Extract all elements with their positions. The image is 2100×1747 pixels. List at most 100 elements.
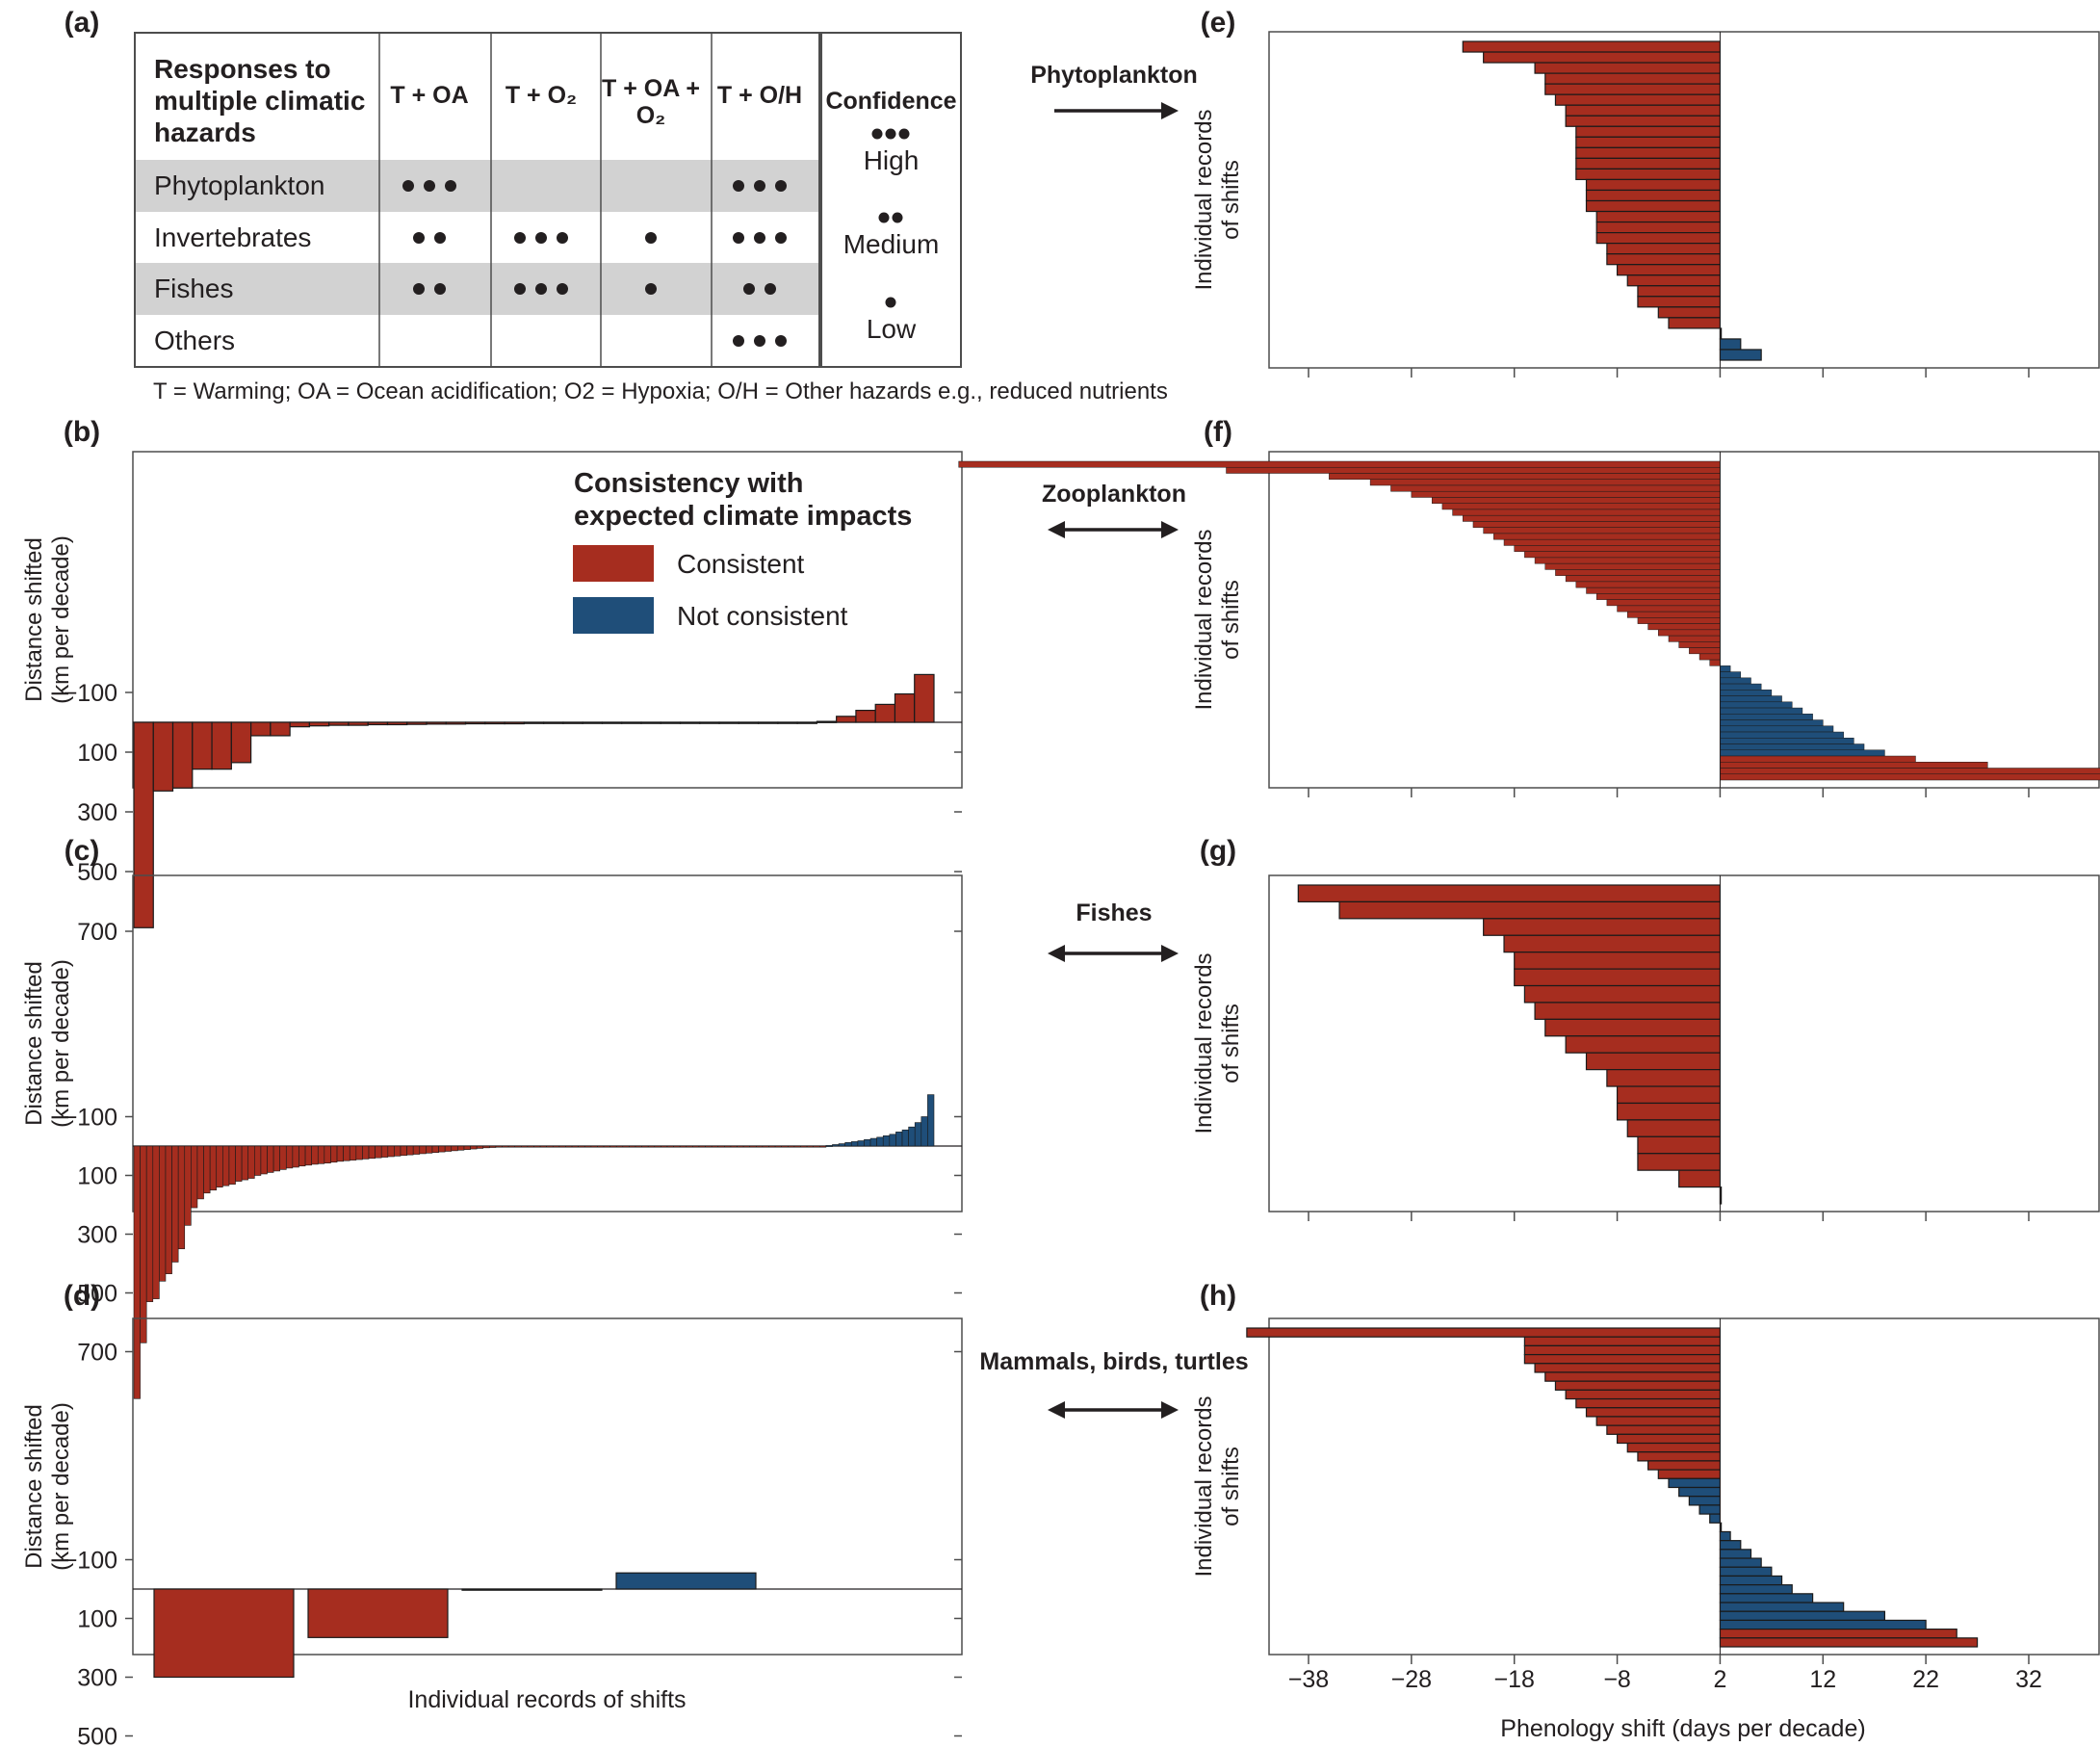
bar	[629, 1145, 636, 1148]
bar	[621, 721, 642, 724]
x-axis-label: Individual records of shifts	[407, 1686, 686, 1713]
bar	[647, 1145, 656, 1148]
bar	[152, 1145, 160, 1299]
group-label: Phytoplankton	[1030, 62, 1198, 89]
bar	[855, 709, 876, 723]
bar	[247, 1145, 255, 1179]
bar	[1514, 952, 1722, 970]
x-axis-label: Phenology shift (days per decade)	[1500, 1715, 1865, 1742]
bar	[901, 1129, 909, 1147]
bar	[1719, 338, 1742, 351]
bar	[1647, 1460, 1722, 1471]
bar	[914, 1122, 922, 1147]
confidence-dot	[765, 283, 776, 295]
bar	[895, 1132, 903, 1147]
bar	[241, 1145, 249, 1181]
bar	[762, 1145, 769, 1148]
bar	[788, 1145, 795, 1148]
bar	[1647, 623, 1721, 631]
bar	[527, 1145, 534, 1148]
bar	[1720, 701, 1793, 709]
bar	[1555, 569, 1721, 576]
bar	[1658, 629, 1721, 637]
legend-title: expected climate impacts	[574, 501, 912, 532]
arrow-head-icon	[1161, 102, 1179, 119]
bar	[1688, 1496, 1722, 1506]
y-axis-label-line: Individual records	[1191, 529, 1217, 710]
panel-label: (b)	[64, 416, 100, 448]
bar	[692, 1145, 700, 1148]
bar	[816, 720, 838, 723]
bar	[1483, 918, 1722, 936]
bar	[1585, 1052, 1722, 1071]
bar	[523, 721, 545, 724]
bar	[1226, 466, 1721, 474]
bar	[502, 1145, 509, 1148]
bar	[590, 1145, 598, 1148]
confidence-dot	[885, 128, 896, 140]
bar	[562, 721, 583, 724]
bar	[260, 1145, 268, 1175]
bar	[1369, 479, 1721, 486]
bar	[603, 1145, 610, 1148]
bar	[1503, 538, 1721, 546]
bar	[235, 1145, 243, 1182]
bar	[718, 721, 739, 724]
bar	[171, 721, 194, 789]
bar	[228, 1145, 236, 1185]
confidence-dot	[434, 283, 446, 295]
bar	[1534, 62, 1722, 74]
phenology-chart: Individual recordsof shifts	[1191, 874, 2100, 1221]
bar	[749, 1145, 757, 1148]
panel-label: (g)	[1200, 835, 1236, 867]
y-tick-label: 300	[77, 1665, 117, 1692]
confidence-dot	[885, 297, 896, 308]
bar	[737, 1145, 744, 1148]
bar	[601, 721, 623, 724]
bar	[552, 1145, 560, 1148]
bar	[1523, 1344, 1722, 1356]
bar	[1657, 1469, 1722, 1479]
bar	[171, 1145, 179, 1263]
bar	[565, 1145, 573, 1148]
bar	[1329, 473, 1721, 480]
bar	[482, 1145, 490, 1149]
bar	[250, 721, 272, 737]
confidence-dot	[557, 232, 568, 244]
bar	[419, 1145, 427, 1155]
bar	[222, 1145, 230, 1186]
bar	[476, 1145, 484, 1149]
bar	[1720, 695, 1782, 703]
bar	[1678, 641, 1721, 648]
confidence-dot	[445, 180, 456, 192]
bar	[1606, 599, 1721, 607]
row-label-invertebrates: Invertebrates	[154, 222, 312, 252]
legend-swatch	[573, 545, 654, 582]
bar	[1565, 575, 1721, 583]
confidence-dot	[871, 128, 883, 140]
bar	[457, 1145, 465, 1151]
bar	[850, 1141, 859, 1147]
table-grid	[134, 32, 962, 368]
confidence-level-low: Low	[866, 314, 917, 344]
bar	[336, 1145, 344, 1162]
bar	[908, 1126, 916, 1147]
bar	[1523, 984, 1722, 1004]
y-axis-label-line: of shifts	[1218, 580, 1244, 660]
plot-frame	[1268, 31, 2100, 369]
bar	[635, 1145, 642, 1148]
x-tick-label: −18	[1494, 1666, 1535, 1693]
panel-label: (f)	[1204, 416, 1232, 448]
bar	[1720, 731, 1844, 739]
bar	[267, 1145, 274, 1173]
confidence-dot	[733, 335, 744, 347]
bar	[796, 721, 817, 724]
bar	[583, 1145, 592, 1148]
bar	[444, 1145, 453, 1152]
bar	[1514, 968, 1722, 987]
bar	[641, 1145, 649, 1148]
bar	[622, 1145, 630, 1148]
